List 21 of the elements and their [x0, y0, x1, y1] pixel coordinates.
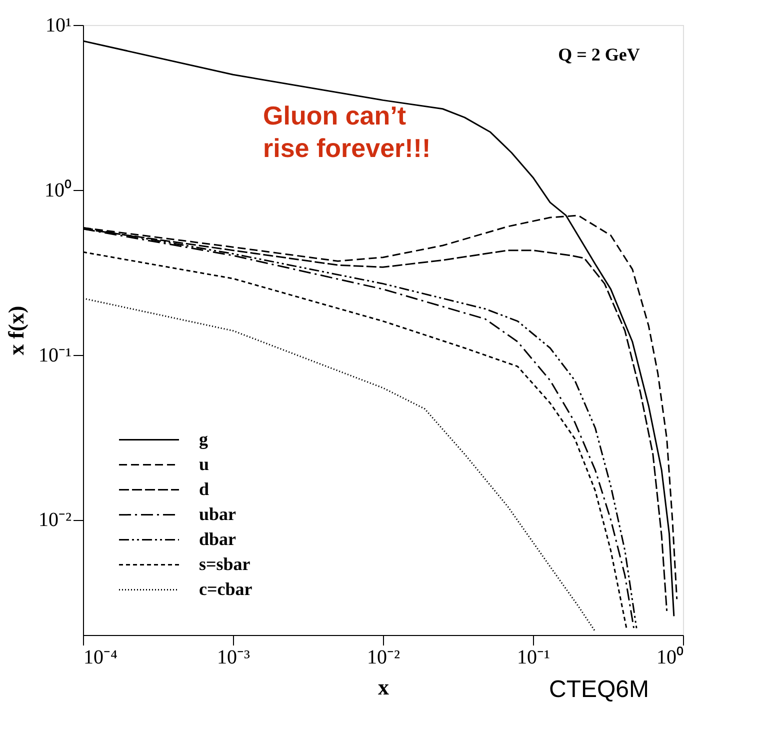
y-axis-title: x f(x)	[4, 306, 29, 356]
x-tick-label: 10⁻⁴	[84, 646, 118, 668]
x-tick-label: 10⁻¹	[517, 646, 550, 668]
legend-label: d	[199, 478, 210, 499]
annotation: Gluon can’t rise forever!!!	[263, 100, 431, 163]
x-tick-label: 10⁻³	[217, 646, 250, 668]
annotation: Q = 2 GeV	[558, 44, 640, 64]
legend-label: g	[199, 428, 208, 449]
x-axis-title: x	[378, 674, 389, 700]
y-tick-label: 10⁻²	[38, 509, 72, 532]
legend-label: c=cbar	[199, 578, 252, 599]
x-tick-label: 10⁻²	[367, 646, 400, 668]
legend-label: dbar	[199, 528, 236, 549]
text: CTEQ6M	[548, 676, 650, 703]
legend-label: u	[199, 454, 210, 474]
legend-label: ubar	[199, 504, 236, 524]
y-tick-label: 10⁰	[44, 178, 72, 202]
y-tick-label: 10⁻¹	[38, 344, 72, 366]
legend-label: s=sbar	[199, 554, 250, 574]
x-tick-label: 10⁰	[656, 646, 684, 668]
y-tick-label: 10¹	[46, 14, 72, 36]
